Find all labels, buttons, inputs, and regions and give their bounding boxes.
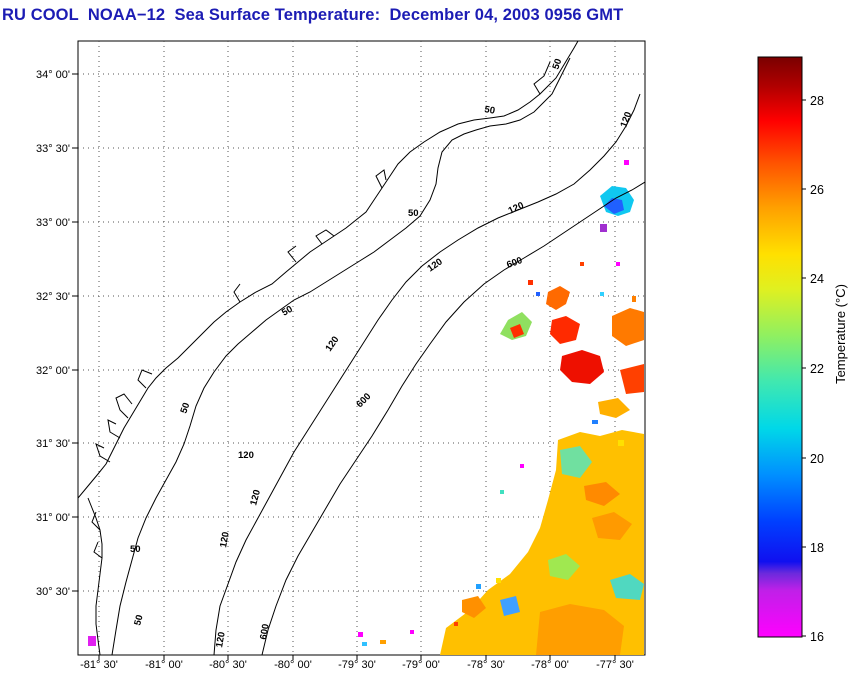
contour-label: 50 <box>408 208 419 219</box>
colorbar-tick-label: 16 <box>810 630 824 644</box>
lon-tick-label: -80° 30' <box>209 659 247 671</box>
sst-patch-red-east <box>620 364 644 394</box>
contour-label: 50 <box>130 544 141 555</box>
sst-patch-south-orange-3 <box>536 604 624 655</box>
lon-tick-label: -79° 30' <box>338 659 376 671</box>
lat-tick-label: 31° 30' <box>36 438 70 450</box>
lat-tick-label: 31° 00' <box>36 512 70 524</box>
sst-patch-south-green <box>560 446 592 478</box>
contour-label: 120 <box>238 450 254 461</box>
contour-label: 50 <box>132 614 145 627</box>
lon-tick-label: -78° 00' <box>531 659 569 671</box>
contour-label: 120 <box>248 489 263 507</box>
colorbar-label: Temperature (°C) <box>833 284 848 384</box>
contour-label: 600 <box>505 255 524 271</box>
sst-patch-south-orange <box>584 482 620 506</box>
colorbar-tick-label: 20 <box>810 452 824 466</box>
lat-tick-label: 33° 30' <box>36 143 70 155</box>
lat-tick-label: 34° 00' <box>36 69 70 81</box>
contour-label: 120 <box>218 531 232 549</box>
sst-patch-red <box>550 316 580 344</box>
colorbar-tick-label: 28 <box>810 94 824 108</box>
lat-tick-label: 30° 30' <box>36 586 70 598</box>
sst-patch-cold-core <box>604 198 624 214</box>
contour-label: 50 <box>280 304 295 319</box>
lon-tick-label: -77° 30' <box>596 659 634 671</box>
colorbar-gradient <box>757 56 803 638</box>
contour-label: 50 <box>550 57 564 71</box>
isobath-600 <box>261 181 645 655</box>
sst-patch-south-blue <box>500 596 520 616</box>
lat-tick-label: 32° 00' <box>36 365 70 377</box>
sst-patch-yellow <box>598 398 630 418</box>
lon-tick-label: -81° 00' <box>145 659 183 671</box>
sst-scattered-pixels <box>88 262 636 646</box>
lat-tick-label: 32° 30' <box>36 291 70 303</box>
contour-label: 120 <box>214 631 228 649</box>
sst-patch-orange <box>546 286 570 310</box>
colorbar-tick-label: 24 <box>810 272 824 286</box>
sst-patch-orange-east <box>612 308 644 346</box>
lon-tick-label: -79° 00' <box>402 659 440 671</box>
sst-patch-red-small <box>510 324 524 338</box>
lat-axis: 34° 00' 33° 30' 33° 00' 32° 30' 32° 00' … <box>36 69 78 598</box>
contour-label: 120 <box>618 110 634 129</box>
lon-tick-label: -78° 30' <box>467 659 505 671</box>
sst-patch-south-small <box>462 596 486 618</box>
contour-label: 600 <box>258 623 272 641</box>
lat-tick-label: 33° 00' <box>36 217 70 229</box>
coastline-south <box>87 497 103 655</box>
colorbar-tick-label: 26 <box>810 183 824 197</box>
colorbar: 28 26 24 22 20 18 16 Temperature (°C) <box>757 56 848 644</box>
colorbar-tick-label: 22 <box>810 362 824 376</box>
map-title: RU COOL NOAA−12 Sea Surface Temperature:… <box>2 6 624 24</box>
sst-patch-south-cyan <box>610 574 644 600</box>
sst-pixel-magenta <box>624 160 629 165</box>
isobath-120 <box>213 93 641 655</box>
isobath-50 <box>111 57 571 655</box>
lon-axis: -81° 30' -81° 00' -80° 30' -80° 00' -79°… <box>80 655 634 671</box>
sst-patch-red-core <box>560 350 604 384</box>
coastline-estuaries <box>91 61 551 559</box>
sst-patch-purple <box>600 224 607 232</box>
lon-tick-label: -81° 30' <box>80 659 118 671</box>
sst-patch-south-orange-2 <box>592 512 632 540</box>
colorbar-tick-label: 18 <box>810 541 824 555</box>
sst-data-patches <box>88 160 644 655</box>
contour-label: 50 <box>178 401 192 415</box>
lon-tick-label: -80° 00' <box>274 659 312 671</box>
sst-patch-south-lime <box>548 554 580 580</box>
contour-label: 50 <box>483 104 495 117</box>
